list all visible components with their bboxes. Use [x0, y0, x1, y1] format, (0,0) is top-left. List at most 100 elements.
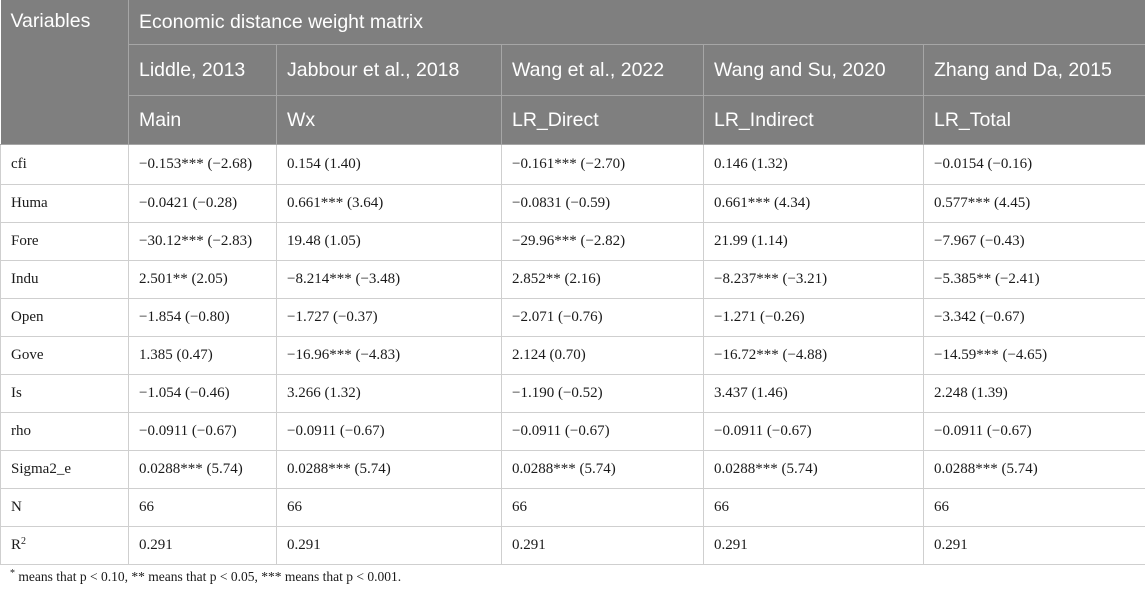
- table-cell: 2.248 (1.39): [923, 374, 1145, 413]
- effect-header: LR_Direct: [501, 95, 704, 145]
- table-body: cfi −0.153*** (−2.68) 0.154 (1.40) −0.16…: [0, 144, 1145, 565]
- table-cell: −1.271 (−0.26): [703, 298, 924, 337]
- table-cell: 0.291: [276, 526, 502, 565]
- table-footnote: * means that p < 0.10, ** means that p <…: [10, 569, 401, 585]
- table-cell: 0.0288*** (5.74): [923, 450, 1145, 489]
- table-row: Indu 2.501** (2.05) −8.214*** (−3.48) 2.…: [0, 260, 1145, 299]
- row-variable: Is: [0, 374, 129, 413]
- table-cell: −0.0911 (−0.67): [128, 412, 277, 451]
- table-cell: 0.291: [703, 526, 924, 565]
- row-variable: rho: [0, 412, 129, 451]
- citation-header: Zhang and Da, 2015: [923, 44, 1145, 96]
- table-cell: 19.48 (1.05): [276, 222, 502, 261]
- table-cell: 66: [128, 488, 277, 527]
- citation-header: Wang et al., 2022: [501, 44, 704, 96]
- header-row-group: Variables Economic distance weight matri…: [0, 0, 1145, 145]
- table-cell: 0.577*** (4.45): [923, 184, 1145, 223]
- table-row: Huma −0.0421 (−0.28) 0.661*** (3.64) −0.…: [0, 184, 1145, 223]
- footnote-text: means that p < 0.10, ** means that p < 0…: [15, 569, 402, 584]
- effect-header: LR_Total: [923, 95, 1145, 145]
- table-cell: 0.0288*** (5.74): [276, 450, 502, 489]
- table-cell: 0.0288*** (5.74): [501, 450, 704, 489]
- table-row: Is −1.054 (−0.46) 3.266 (1.32) −1.190 (−…: [0, 374, 1145, 413]
- table-cell: −0.0911 (−0.67): [276, 412, 502, 451]
- table-cell: 2.501** (2.05): [128, 260, 277, 299]
- table-cell: −14.59*** (−4.65): [923, 336, 1145, 375]
- table-cell: −30.12*** (−2.83): [128, 222, 277, 261]
- table-cell: 3.266 (1.32): [276, 374, 502, 413]
- effect-header: Main: [128, 95, 277, 145]
- table-cell: 3.437 (1.46): [703, 374, 924, 413]
- citation-header: Wang and Su, 2020: [703, 44, 924, 96]
- row-variable: Sigma2_e: [0, 450, 129, 489]
- table-cell: 0.0288*** (5.74): [703, 450, 924, 489]
- row-variable: N: [0, 488, 129, 527]
- table-header: Variables Economic distance weight matri…: [0, 0, 1145, 145]
- row-variable: Open: [0, 298, 129, 337]
- citation-header: Jabbour et al., 2018: [276, 44, 502, 96]
- table-cell: −16.72*** (−4.88): [703, 336, 924, 375]
- table-cell: −3.342 (−0.67): [923, 298, 1145, 337]
- table-cell: −1.854 (−0.80): [128, 298, 277, 337]
- table-cell: −0.0911 (−0.67): [923, 412, 1145, 451]
- table-cell: 66: [923, 488, 1145, 527]
- table-cell: 0.0288*** (5.74): [128, 450, 277, 489]
- table-cell: −8.237*** (−3.21): [703, 260, 924, 299]
- table-cell: −0.161*** (−2.70): [501, 144, 704, 185]
- table-cell: 0.291: [501, 526, 704, 565]
- table-row: Open −1.854 (−0.80) −1.727 (−0.37) −2.07…: [0, 298, 1145, 337]
- table-row: rho −0.0911 (−0.67) −0.0911 (−0.67) −0.0…: [0, 412, 1145, 451]
- table-cell: 0.661*** (3.64): [276, 184, 502, 223]
- footnote-marker: *: [10, 568, 15, 579]
- table-row: Gove 1.385 (0.47) −16.96*** (−4.83) 2.12…: [0, 336, 1145, 375]
- group-header: Economic distance weight matrix: [128, 0, 1145, 45]
- table-cell: −2.071 (−0.76): [501, 298, 704, 337]
- table-cell: −7.967 (−0.43): [923, 222, 1145, 261]
- table-cell: −1.727 (−0.37): [276, 298, 502, 337]
- row-variable: Fore: [0, 222, 129, 261]
- row-variable: Gove: [0, 336, 129, 375]
- table-cell: −8.214*** (−3.48): [276, 260, 502, 299]
- row-variable: Indu: [0, 260, 129, 299]
- table-cell: 2.852** (2.16): [501, 260, 704, 299]
- citation-header: Liddle, 2013: [128, 44, 277, 96]
- table-cell: 66: [703, 488, 924, 527]
- table-cell: −5.385** (−2.41): [923, 260, 1145, 299]
- row-variable: cfi: [0, 144, 129, 185]
- row-variable: Huma: [0, 184, 129, 223]
- table-cell: −16.96*** (−4.83): [276, 336, 502, 375]
- row-variable-superscript: 2: [21, 536, 27, 547]
- table-cell: 0.154 (1.40): [276, 144, 502, 185]
- row-variable: R2: [0, 526, 129, 565]
- table-cell: 0.291: [923, 526, 1145, 565]
- table-cell: 1.385 (0.47): [128, 336, 277, 375]
- table-row: Sigma2_e 0.0288*** (5.74) 0.0288*** (5.7…: [0, 450, 1145, 489]
- table-row: N 66 66 66 66 66: [0, 488, 1145, 527]
- variables-header: Variables: [0, 0, 129, 145]
- table-row: cfi −0.153*** (−2.68) 0.154 (1.40) −0.16…: [0, 144, 1145, 185]
- table-cell: −0.0831 (−0.59): [501, 184, 704, 223]
- table-cell: 66: [276, 488, 502, 527]
- table-cell: 66: [501, 488, 704, 527]
- table-cell: 0.291: [128, 526, 277, 565]
- row-variable-base: R: [11, 537, 22, 553]
- table-cell: 21.99 (1.14): [703, 222, 924, 261]
- table-cell: −1.190 (−0.52): [501, 374, 704, 413]
- results-table: Variables Economic distance weight matri…: [0, 0, 1145, 565]
- table-cell: 0.661*** (4.34): [703, 184, 924, 223]
- table-cell: −29.96*** (−2.82): [501, 222, 704, 261]
- table-cell: 2.124 (0.70): [501, 336, 704, 375]
- header-row-citations: Liddle, 2013 Jabbour et al., 2018 Wang e…: [1, 44, 1145, 96]
- table-cell: −0.0154 (−0.16): [923, 144, 1145, 185]
- table-cell: −0.153*** (−2.68): [128, 144, 277, 185]
- table-cell: −0.0911 (−0.67): [501, 412, 704, 451]
- table-cell: −0.0911 (−0.67): [703, 412, 924, 451]
- effect-header: LR_Indirect: [703, 95, 924, 145]
- table-cell: −0.0421 (−0.28): [128, 184, 277, 223]
- header-row-effects: Main Wx LR_Direct LR_Indirect LR_Total: [1, 95, 1145, 145]
- table-row: Fore −30.12*** (−2.83) 19.48 (1.05) −29.…: [0, 222, 1145, 261]
- table-row: R2 0.291 0.291 0.291 0.291 0.291: [0, 526, 1145, 565]
- table-cell: −1.054 (−0.46): [128, 374, 277, 413]
- effect-header: Wx: [276, 95, 502, 145]
- table-cell: 0.146 (1.32): [703, 144, 924, 185]
